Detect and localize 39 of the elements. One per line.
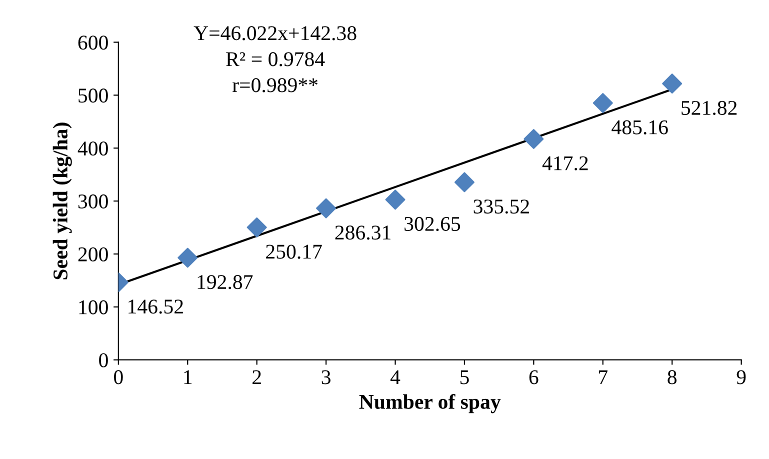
y-tick-label: 500 bbox=[78, 88, 108, 103]
data-label: 335.52 bbox=[474, 200, 529, 214]
data-label: 286.31 bbox=[335, 226, 390, 240]
point bbox=[316, 198, 336, 218]
y-tick-label: 400 bbox=[78, 141, 108, 156]
y-tick-label: 300 bbox=[78, 194, 108, 208]
x-tick-label: 7 bbox=[599, 370, 608, 384]
x-tick-label: 5 bbox=[460, 370, 469, 384]
point bbox=[246, 217, 267, 238]
x-tick-label: 1 bbox=[184, 370, 192, 384]
data-label: 192.87 bbox=[198, 275, 253, 290]
x-tick-label: 8 bbox=[668, 370, 677, 384]
x-tick-label: 3 bbox=[322, 370, 330, 384]
x-axis-title: Number of spay bbox=[359, 394, 501, 414]
x-tick-label: 6 bbox=[529, 370, 538, 384]
point bbox=[454, 172, 474, 192]
data-label: 485.16 bbox=[612, 120, 668, 134]
point bbox=[524, 128, 544, 150]
annotation: R² = 0.9784 bbox=[226, 52, 325, 66]
y-tick-label: 200 bbox=[78, 247, 108, 262]
point bbox=[178, 248, 198, 268]
data-label: 146.52 bbox=[128, 300, 183, 314]
data-label: 302.65 bbox=[404, 216, 460, 232]
point bbox=[385, 190, 406, 210]
data-label: 417.2 bbox=[542, 156, 588, 170]
y-tick-label: 0 bbox=[99, 353, 108, 368]
y-axis-title: Seed yield (kg/ha) bbox=[52, 122, 72, 280]
x-tick-label: 2 bbox=[252, 370, 261, 384]
x-tick-label: 9 bbox=[736, 370, 746, 384]
annotation: r=0.989** bbox=[232, 78, 318, 92]
text: Y=46.022x+142.38 bbox=[194, 26, 356, 40]
point bbox=[662, 74, 682, 94]
data-label: 250.17 bbox=[266, 244, 322, 259]
y-tick-label: 100 bbox=[79, 300, 108, 314]
x-tick-label: 0 bbox=[114, 370, 123, 384]
data-label: 521.82 bbox=[682, 100, 737, 116]
point bbox=[592, 93, 613, 114]
y-tick-label: 600 bbox=[78, 36, 108, 50]
x-tick-label: 4 bbox=[390, 370, 400, 384]
